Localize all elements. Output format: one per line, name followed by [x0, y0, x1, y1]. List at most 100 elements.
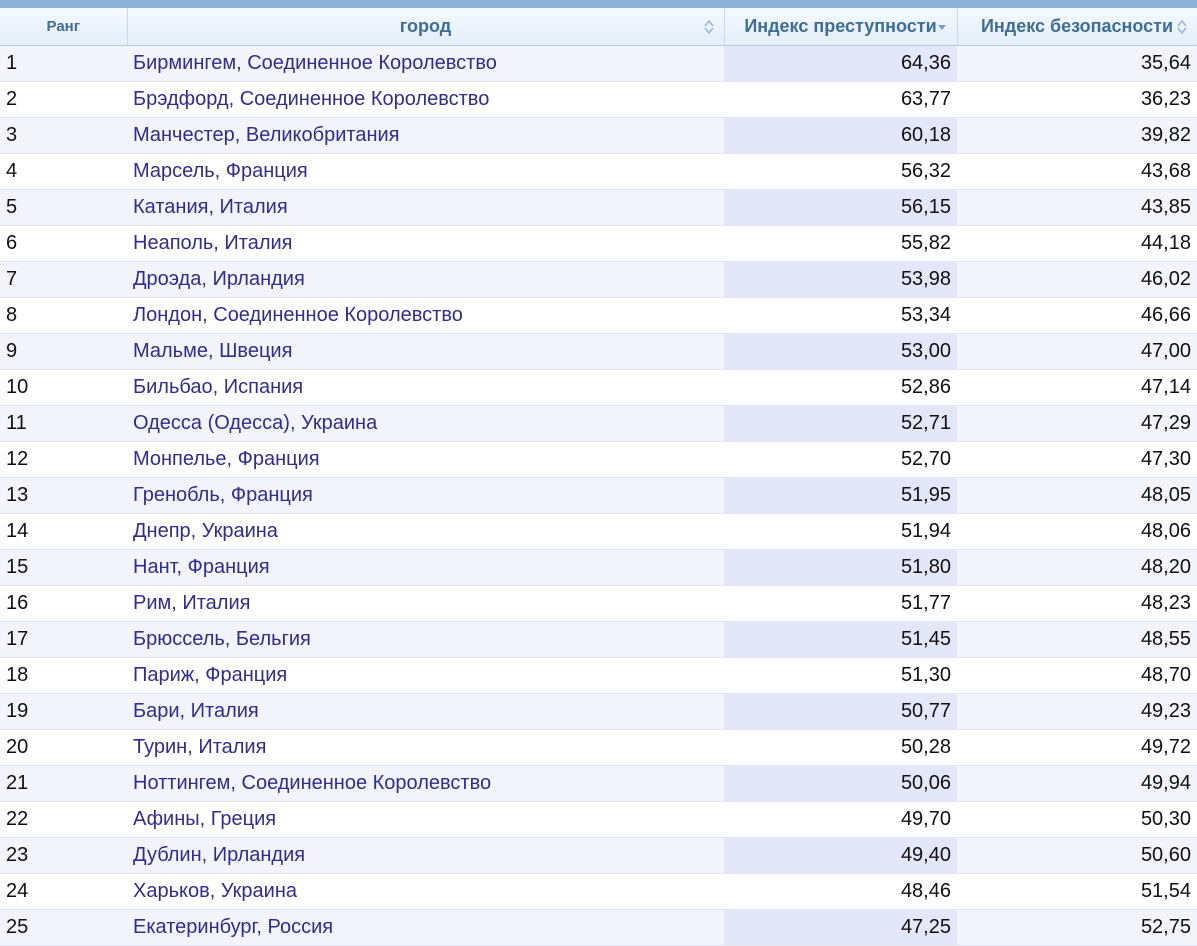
crime-index-cell: 56,15	[724, 189, 957, 226]
city-cell: Брэдфорд, Соединенное Королевство	[127, 81, 724, 118]
table-row[interactable]: 22 Афины, Греция 49,70 50,30	[0, 801, 1197, 838]
rank-cell: 2	[0, 81, 127, 118]
table-row[interactable]: 25 Екатеринбург, Россия 47,25 52,75	[0, 909, 1197, 946]
rank-cell: 12	[0, 441, 127, 478]
safety-index-cell: 52,75	[957, 909, 1197, 946]
column-header-rank[interactable]: Ранг	[0, 8, 128, 46]
table-row[interactable]: 21 Ноттингем, Соединенное Королевство 50,0…	[0, 765, 1197, 802]
table-row[interactable]: 19 Бари, Италия 50,77 49,23	[0, 693, 1197, 730]
table-row[interactable]: 16 Рим, Италия 51,77 48,23	[0, 585, 1197, 622]
city-cell: Катания, Италия	[127, 189, 724, 226]
table-row[interactable]: 8 Лондон, Соединенное Королевство 53,34 46,…	[0, 297, 1197, 334]
city-cell: Манчестер, Великобритания	[127, 117, 724, 154]
crime-index-cell: 52,86	[724, 369, 957, 406]
table-row[interactable]: 2 Брэдфорд, Соединенное Королевство 63,77 3…	[0, 81, 1197, 118]
safety-index-cell: 46,02	[957, 261, 1197, 298]
table-row[interactable]: 1 Бирмингем, Соединенное Королевство 64,36…	[0, 45, 1197, 82]
city-cell: Марсель, Франция	[127, 153, 724, 190]
table-row[interactable]: 24 Харьков, Украина 48,46 51,54	[0, 873, 1197, 910]
table-row[interactable]: 12 Монпелье, Франция 52,70 47,30	[0, 441, 1197, 478]
city-cell: Дроэда, Ирландия	[127, 261, 724, 298]
city-cell: Бари, Италия	[127, 693, 724, 730]
crime-index-cell: 47,25	[724, 909, 957, 946]
table-row[interactable]: 6 Неаполь, Италия 55,82 44,18	[0, 225, 1197, 262]
city-cell: Бильбао, Испания	[127, 369, 724, 406]
table-header-row: Ранг город Индекс преступности Индекс бе…	[0, 8, 1197, 46]
safety-index-cell: 48,06	[957, 513, 1197, 550]
crime-index-cell: 50,06	[724, 765, 957, 802]
table-row[interactable]: 4 Марсель, Франция 56,32 43,68	[0, 153, 1197, 190]
rank-cell: 17	[0, 621, 127, 658]
crime-index-cell: 53,98	[724, 261, 957, 298]
table-row[interactable]: 15 Нант, Франция 51,80 48,20	[0, 549, 1197, 586]
table-row[interactable]: 17 Брюссель, Бельгия 51,45 48,55	[0, 621, 1197, 658]
safety-index-cell: 48,70	[957, 657, 1197, 694]
city-cell: Дублин, Ирландия	[127, 837, 724, 874]
rank-cell: 25	[0, 909, 127, 946]
city-cell: Неаполь, Италия	[127, 225, 724, 262]
rank-cell: 11	[0, 405, 127, 442]
rank-cell: 3	[0, 117, 127, 154]
table-row[interactable]: 5 Катания, Италия 56,15 43,85	[0, 189, 1197, 226]
column-header-crime-index[interactable]: Индекс преступности	[724, 8, 958, 46]
table-row[interactable]: 18 Париж, Франция 51,30 48,70	[0, 657, 1197, 694]
table-row[interactable]: 10 Бильбао, Испания 52,86 47,14	[0, 369, 1197, 406]
table-row[interactable]: 9 Мальме, Швеция 53,00 47,00	[0, 333, 1197, 370]
crime-index-cell: 56,32	[724, 153, 957, 190]
safety-index-cell: 47,14	[957, 369, 1197, 406]
safety-index-cell: 43,85	[957, 189, 1197, 226]
city-cell: Гренобль, Франция	[127, 477, 724, 514]
safety-index-cell: 35,64	[957, 45, 1197, 82]
table-row[interactable]: 3 Манчестер, Великобритания 60,18 39,82	[0, 117, 1197, 154]
table-row[interactable]: 11 Одесса (Одесса), Украина 52,71 47,29	[0, 405, 1197, 442]
safety-index-cell: 50,60	[957, 837, 1197, 874]
city-cell: Днепр, Украина	[127, 513, 724, 550]
safety-index-cell: 36,23	[957, 81, 1197, 118]
sort-both-icon[interactable]	[1176, 19, 1187, 34]
safety-index-cell: 39,82	[957, 117, 1197, 154]
table-row[interactable]: 23 Дублин, Ирландия 49,40 50,60	[0, 837, 1197, 874]
sort-both-icon[interactable]	[703, 19, 714, 34]
crime-index-cell: 52,70	[724, 441, 957, 478]
safety-index-cell: 48,05	[957, 477, 1197, 514]
crime-index-cell: 49,70	[724, 801, 957, 838]
crime-index-table: Ранг город Индекс преступности Индекс бе…	[0, 8, 1197, 946]
city-cell: Екатеринбург, Россия	[127, 909, 724, 946]
safety-index-cell: 49,72	[957, 729, 1197, 766]
city-cell: Лондон, Соединенное Королевство	[127, 297, 724, 334]
table-row[interactable]: 7 Дроэда, Ирландия 53,98 46,02	[0, 261, 1197, 298]
safety-index-cell: 51,54	[957, 873, 1197, 910]
rank-cell: 23	[0, 837, 127, 874]
crime-index-cell: 64,36	[724, 45, 957, 82]
rank-cell: 10	[0, 369, 127, 406]
crime-index-cell: 48,46	[724, 873, 957, 910]
rank-cell: 16	[0, 585, 127, 622]
column-header-rank-label: Ранг	[46, 18, 80, 35]
table-row[interactable]: 14 Днепр, Украина 51,94 48,06	[0, 513, 1197, 550]
table-row[interactable]: 20 Турин, Италия 50,28 49,72	[0, 729, 1197, 766]
crime-index-cell: 53,34	[724, 297, 957, 334]
safety-index-cell: 43,68	[957, 153, 1197, 190]
column-header-safety-label: Индекс безопасности	[980, 16, 1174, 36]
table-row[interactable]: 13 Гренобль, Франция 51,95 48,05	[0, 477, 1197, 514]
rank-cell: 14	[0, 513, 127, 550]
column-header-city[interactable]: город	[127, 8, 725, 46]
crime-index-cell: 50,28	[724, 729, 957, 766]
crime-index-cell: 50,77	[724, 693, 957, 730]
crime-index-cell: 53,00	[724, 333, 957, 370]
city-cell: Одесса (Одесса), Украина	[127, 405, 724, 442]
crime-index-cell: 63,77	[724, 81, 957, 118]
crime-index-cell: 51,95	[724, 477, 957, 514]
rank-cell: 20	[0, 729, 127, 766]
sort-desc-icon[interactable]	[937, 20, 947, 34]
column-header-safety-index[interactable]: Индекс безопасности	[957, 8, 1197, 46]
rank-cell: 6	[0, 225, 127, 262]
crime-index-cell: 51,80	[724, 549, 957, 586]
crime-index-cell: 49,40	[724, 837, 957, 874]
rank-cell: 15	[0, 549, 127, 586]
city-cell: Нант, Франция	[127, 549, 724, 586]
safety-index-cell: 48,20	[957, 549, 1197, 586]
column-header-crime-label: Индекс преступности	[744, 16, 937, 36]
city-cell: Афины, Греция	[127, 801, 724, 838]
crime-index-cell: 51,94	[724, 513, 957, 550]
